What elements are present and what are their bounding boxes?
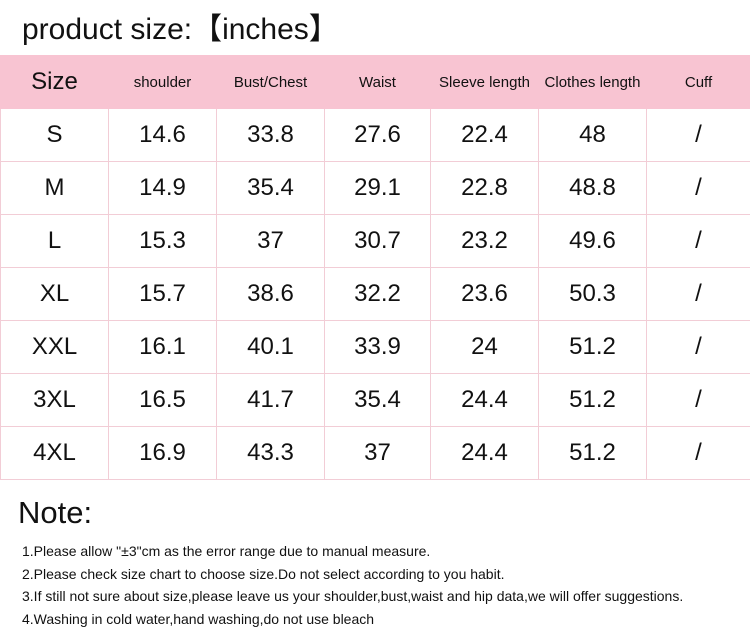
table-row: XL 15.7 38.6 32.2 23.6 50.3/ (0, 267, 750, 321)
title: product size:【inches】 (22, 13, 339, 46)
size-cell: 3XL (0, 373, 109, 427)
table-cell: 51.2 (538, 426, 647, 480)
column-header: Waist (324, 55, 431, 109)
header-row: Size shoulder Bust/Chest Waist Sleeve length… (0, 55, 750, 109)
table-cell: 51.2 (538, 320, 647, 374)
note-item: 1.Please allow "±3"cm as the error range… (22, 543, 431, 559)
note-item: 2.Please check size chart to choose size… (22, 565, 505, 582)
table-header: Size shoulder Bust/Chest Waist Sleeve length… (0, 55, 750, 109)
table-cell: 24.4 (430, 373, 539, 427)
table-cell: 43.3 (216, 426, 325, 480)
table-cell: / (646, 267, 750, 321)
size-cell: L (0, 214, 109, 268)
size-cell: 4XL (0, 426, 109, 480)
table-cell: 22.8 (430, 161, 539, 215)
table-cell: 37 (216, 214, 325, 268)
table-cell: 50.3 (538, 267, 647, 321)
table-row: XXL 16.1 40.1 33.9 24 51.2/ (0, 320, 750, 374)
table-cell: 24.4 (430, 426, 539, 480)
table-cell: 29.1 (324, 161, 431, 215)
column-header: Clothes length (538, 55, 647, 109)
column-header: Size (0, 55, 109, 109)
table-cell: 37 (324, 426, 431, 480)
table-cell: 33.9 (324, 320, 431, 374)
table-cell: 35.4 (324, 373, 431, 427)
note-item: 3.If still not sure about size,please le… (22, 588, 684, 605)
table-cell: 16.9 (108, 426, 217, 480)
table-row: 4XL 16.9 43.3 37 24.4 51.2/ (0, 426, 750, 480)
table-cell: 27.6 (324, 108, 431, 162)
table-row: S 14.6 33.8 27.6 22.4 48/ (0, 108, 750, 162)
table-cell: 14.6 (108, 108, 217, 162)
table-cell: / (646, 108, 750, 162)
table-row: 3XL 16.5 41.7 35.4 24.4 51.2/ (0, 373, 750, 427)
table-cell: 51.2 (538, 373, 647, 427)
table-cell: 41.7 (216, 373, 325, 427)
table-cell: 16.5 (108, 373, 217, 427)
table-cell: 49.6 (538, 214, 647, 268)
table-cell: 32.2 (324, 267, 431, 321)
note-title: Note: (18, 495, 93, 530)
table-cell: / (646, 373, 750, 427)
table-cell: / (646, 426, 750, 480)
note-item: 4.Washing in cold water,hand washing,do … (22, 611, 375, 628)
size-cell: M (0, 161, 109, 215)
size-cell: XXL (0, 320, 109, 374)
table-row: L 15.3 37 30.7 23.2 49.6/ (0, 214, 750, 268)
note-list: 1.Please allow "±3"cm as the error range… (22, 541, 683, 632)
table-cell: 22.4 (430, 108, 539, 162)
size-cell: S (0, 108, 109, 162)
table-cell: 23.6 (430, 267, 539, 321)
table-cell: 38.6 (216, 267, 325, 321)
table-cell: 15.3 (108, 214, 217, 268)
table-cell: 15.7 (108, 267, 217, 321)
size-cell: XL (0, 267, 109, 321)
table-cell: 16.1 (108, 320, 217, 374)
column-header: Bust/Chest (216, 55, 325, 109)
table-cell: 33.8 (216, 108, 325, 162)
table-cell: 48.8 (538, 161, 647, 215)
column-header: Sleeve length (430, 55, 539, 109)
table-cell: 24 (430, 320, 539, 374)
column-header: shoulder (108, 55, 217, 109)
table-cell: 14.9 (108, 161, 217, 215)
table-cell: / (646, 161, 750, 215)
table-cell: / (646, 214, 750, 268)
table-cell: / (646, 320, 750, 374)
table-cell: 30.7 (324, 214, 431, 268)
table-cell: 48 (538, 108, 647, 162)
table-body: S 14.6 33.8 27.6 22.4 48/M 14.9 35.4 29.1 22.8 48.… (0, 108, 750, 480)
table-cell: 35.4 (216, 161, 325, 215)
table-cell: 23.2 (430, 214, 539, 268)
size-table: Size shoulder Bust/Chest Waist Sleeve length… (0, 55, 750, 480)
table-row: M 14.9 35.4 29.1 22.8 48.8/ (0, 161, 750, 215)
table-cell: 40.1 (216, 320, 325, 374)
column-header: Cuff (646, 55, 750, 109)
